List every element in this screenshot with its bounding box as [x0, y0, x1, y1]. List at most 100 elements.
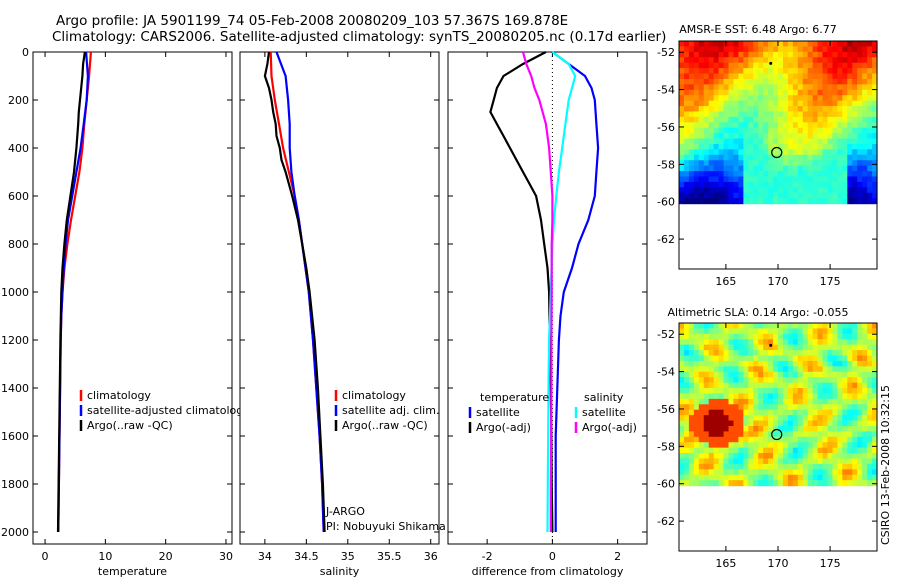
map-cell — [872, 57, 878, 64]
map-cell — [822, 46, 829, 53]
map-cell — [698, 181, 705, 188]
map-cell — [768, 133, 774, 140]
map-cell — [787, 409, 794, 416]
map-cell — [698, 480, 705, 487]
map-cell — [832, 458, 838, 465]
map-cell — [728, 51, 735, 58]
map-cell — [743, 46, 749, 53]
map-cell — [713, 323, 720, 330]
map-cell — [852, 187, 858, 194]
map-cell — [738, 116, 744, 123]
map-cell — [713, 198, 720, 205]
map-cell — [778, 442, 784, 449]
map-cell — [753, 323, 759, 330]
map-cell — [782, 198, 789, 205]
map-cell — [773, 62, 779, 69]
map-cell — [797, 339, 804, 346]
map-cell — [708, 160, 715, 167]
map-cell — [713, 176, 720, 183]
map-cell — [867, 62, 873, 69]
map-cell — [867, 116, 873, 123]
map-cell — [693, 111, 700, 118]
map-cell — [832, 41, 838, 48]
map-cell — [842, 138, 848, 145]
map-cell — [768, 382, 774, 389]
map-cell — [773, 73, 779, 80]
map-cell — [822, 442, 829, 449]
map-cell — [763, 463, 769, 470]
map-cell — [792, 442, 799, 449]
map-cell — [718, 122, 725, 129]
map-cell — [738, 453, 744, 460]
map-cell — [852, 111, 858, 118]
map-cell — [847, 420, 853, 427]
map-cell — [852, 344, 858, 351]
map-cell — [693, 116, 700, 123]
map-cell — [683, 447, 690, 454]
map-cell — [703, 431, 710, 438]
map-cell — [802, 425, 809, 432]
map-cell — [857, 339, 863, 346]
map-cell — [792, 57, 799, 64]
map-cell — [817, 78, 824, 85]
map-cell — [817, 323, 824, 330]
map-cell — [763, 57, 769, 64]
map-cell — [758, 57, 764, 64]
map-cell — [679, 51, 685, 58]
map-cell — [852, 442, 858, 449]
map-cell — [698, 382, 705, 389]
map-cell — [708, 176, 715, 183]
map-cell — [738, 339, 744, 346]
map-cell — [748, 420, 754, 427]
map-cell — [738, 111, 744, 118]
map-cell — [683, 393, 690, 400]
map-cell — [802, 46, 809, 53]
map-cell — [817, 469, 824, 476]
map-cell — [862, 404, 868, 411]
map-cell — [827, 480, 834, 487]
map-cell — [837, 41, 843, 48]
map-cell — [852, 181, 858, 188]
map-cell — [837, 458, 843, 465]
map-cell — [822, 89, 829, 96]
map-cell — [827, 160, 834, 167]
map-cell — [713, 116, 720, 123]
map-cell — [743, 160, 749, 167]
map-cell — [817, 382, 824, 389]
map-cell — [743, 122, 749, 129]
map-cell — [842, 143, 848, 150]
map-cell — [812, 409, 819, 416]
map-cell — [807, 328, 814, 335]
map-cell — [743, 57, 749, 64]
map-cell — [733, 388, 739, 395]
map-cell — [718, 393, 725, 400]
map-cell — [787, 41, 794, 48]
map-cell — [768, 106, 774, 113]
map-cell — [683, 350, 690, 357]
map-cell — [822, 474, 829, 481]
map-cell — [748, 453, 754, 460]
figure-title-line1: Argo profile: JA 5901199_74 05-Feb-2008 … — [56, 13, 569, 29]
map-cell — [782, 187, 789, 194]
map-cell — [768, 447, 774, 454]
map-cell — [718, 111, 725, 118]
map-cell — [763, 84, 769, 91]
map-cell — [763, 46, 769, 53]
map-cell — [693, 181, 700, 188]
map-cell — [679, 355, 685, 362]
map-cell — [753, 181, 759, 188]
map-cell — [787, 382, 794, 389]
map-cell — [797, 181, 804, 188]
map-cell — [683, 377, 690, 384]
map-cell — [847, 133, 853, 140]
map-cell — [693, 431, 700, 438]
map-cell — [817, 339, 824, 346]
map-cell — [748, 51, 754, 58]
map-cell — [832, 377, 838, 384]
legend-entry: Argo(..raw -QC) — [342, 419, 428, 432]
map-cell — [822, 84, 829, 91]
map-cell — [862, 436, 868, 443]
map-cell — [847, 469, 853, 476]
map-cell — [792, 160, 799, 167]
map-cell — [723, 463, 730, 470]
